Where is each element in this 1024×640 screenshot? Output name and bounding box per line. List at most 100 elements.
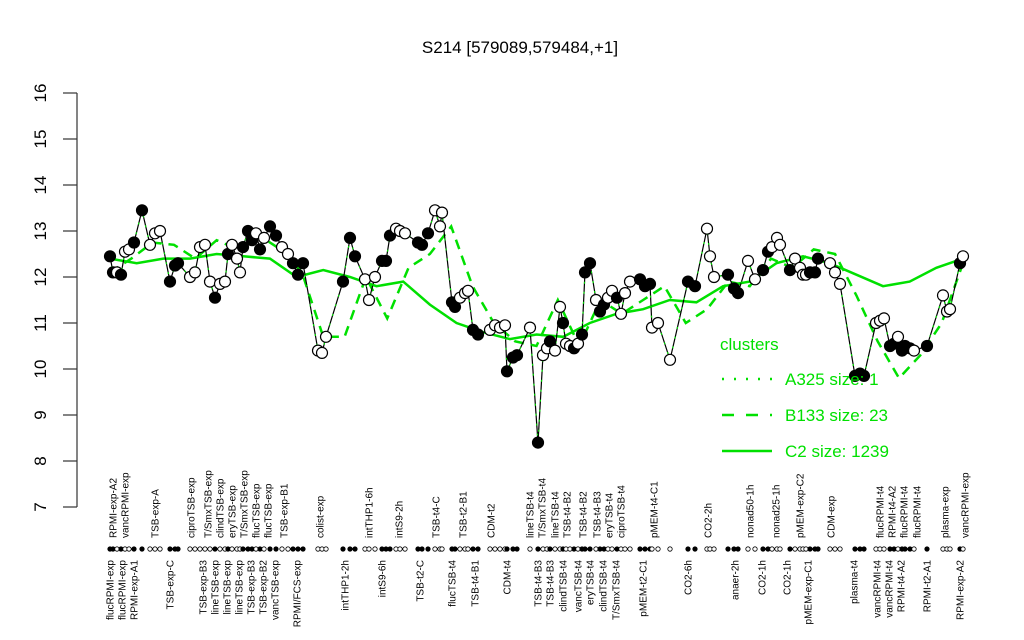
rug-mark	[475, 546, 481, 552]
rug-mark	[911, 546, 917, 552]
legend-label: A325 size: 1	[785, 370, 879, 389]
x-label-bottom: CDM-t4	[503, 560, 514, 595]
rug-mark	[457, 546, 463, 552]
rug-mark	[492, 546, 498, 552]
x-label-bottom: TSB-exp-C	[166, 560, 177, 609]
rug-mark	[769, 546, 775, 552]
x-label-bottom: CO2-1h	[783, 560, 794, 595]
data-point	[907, 344, 921, 357]
rug-mark	[285, 546, 291, 552]
rug-mark	[229, 546, 235, 552]
rug-mark	[497, 546, 503, 552]
data-point	[198, 238, 212, 251]
x-label-top: nonad25-1h	[772, 485, 783, 538]
data-point	[808, 266, 822, 279]
data-point	[556, 316, 570, 330]
y-tick-label: 10	[31, 360, 50, 379]
data-point	[707, 270, 721, 284]
x-label-bottom: TSB-t4-B3	[546, 560, 557, 607]
rug-mark	[642, 546, 648, 552]
x-label-bottom: flucRPMI-exp	[106, 560, 117, 620]
rug-mark	[649, 546, 655, 552]
data-point	[756, 264, 770, 277]
rug-mark	[207, 546, 213, 552]
data-point	[461, 284, 475, 297]
data-point	[623, 275, 637, 288]
x-label-bottom: lineTSB-exp	[235, 560, 246, 615]
rug-mark	[587, 546, 593, 552]
rug-mark	[667, 546, 673, 552]
rug-mark	[832, 546, 838, 552]
data-point	[510, 349, 524, 362]
x-label-bottom: TSB-exp-B3	[199, 560, 210, 615]
data-point	[548, 344, 562, 357]
x-label-bottom: clindTSB-t4	[599, 560, 610, 612]
data-point	[731, 287, 745, 300]
rug-mark	[347, 546, 353, 552]
x-label-top: TSB-t4-B3	[593, 491, 604, 538]
rug-mark	[131, 546, 137, 552]
data-point	[828, 266, 842, 279]
data-point	[230, 252, 244, 265]
rug-mark	[439, 546, 445, 552]
x-label-top: RPMI-exp-A2	[109, 478, 120, 538]
data-point	[448, 300, 462, 313]
x-label-top: colist-exp	[316, 495, 327, 538]
y-tick-label: 11	[31, 314, 50, 332]
x-label-bottom: CO2-6h	[684, 560, 695, 595]
rug-mark	[139, 546, 145, 552]
rug-mark	[432, 546, 438, 552]
data-point	[721, 268, 735, 281]
rug-mark	[837, 546, 843, 552]
rug-mark	[807, 546, 813, 552]
x-label-bottom: vancRPMI-t4	[885, 560, 896, 618]
data-point	[877, 312, 891, 325]
x-label-top: clindTSB-exp	[216, 478, 227, 538]
data-point	[433, 220, 447, 233]
x-label-top: TSB-t4-B2	[579, 491, 590, 538]
data-point	[362, 293, 376, 307]
y-tick-label: 16	[31, 84, 50, 103]
rug-mark	[452, 546, 458, 552]
data-point	[823, 257, 837, 270]
data-point	[651, 316, 665, 330]
rug-mark	[147, 546, 153, 552]
rug-mark	[504, 546, 510, 552]
x-label-top: flucTSB-exp	[252, 483, 263, 538]
x-label-top: ciproTSB-t4	[617, 485, 628, 538]
rug-strip	[107, 546, 966, 552]
rug-mark	[300, 546, 306, 552]
data-point	[114, 268, 128, 281]
x-label-top: flucTSB-exp	[264, 483, 275, 538]
chart-title: S214 [579089,579484,+1]	[422, 38, 618, 57]
data-point	[471, 328, 485, 341]
rug-mark	[387, 546, 393, 552]
x-label-bottom: eryTSB-t4	[586, 560, 597, 605]
data-point	[368, 270, 382, 284]
legend-title: clusters	[720, 335, 779, 354]
rug-mark	[197, 546, 203, 552]
rug-mark	[157, 546, 163, 552]
rug-mark	[735, 546, 741, 552]
rug-mark	[627, 546, 633, 552]
x-label-bottom: TSB-t4-B1	[471, 560, 482, 607]
data-point	[143, 238, 157, 251]
rug-mark	[692, 546, 698, 552]
rug-mark	[685, 546, 691, 552]
x-label-bottom: vancTSB-exp	[271, 560, 282, 620]
data-point	[788, 252, 802, 265]
rug-mark	[402, 546, 408, 552]
rug-mark	[792, 546, 798, 552]
data-point	[103, 250, 117, 263]
data-point	[498, 319, 512, 332]
rug-mark	[175, 546, 181, 552]
x-label-bottom: T/SmxTSB-t4	[612, 560, 623, 620]
x-label-top: lineTSB-t4	[526, 491, 537, 538]
x-label-top: intS9-2h	[395, 501, 406, 538]
rug-mark	[745, 546, 751, 552]
data-point	[208, 291, 222, 304]
data-point	[343, 231, 357, 244]
data-point	[688, 280, 702, 293]
rug-mark	[273, 546, 279, 552]
rug-mark	[295, 546, 301, 552]
